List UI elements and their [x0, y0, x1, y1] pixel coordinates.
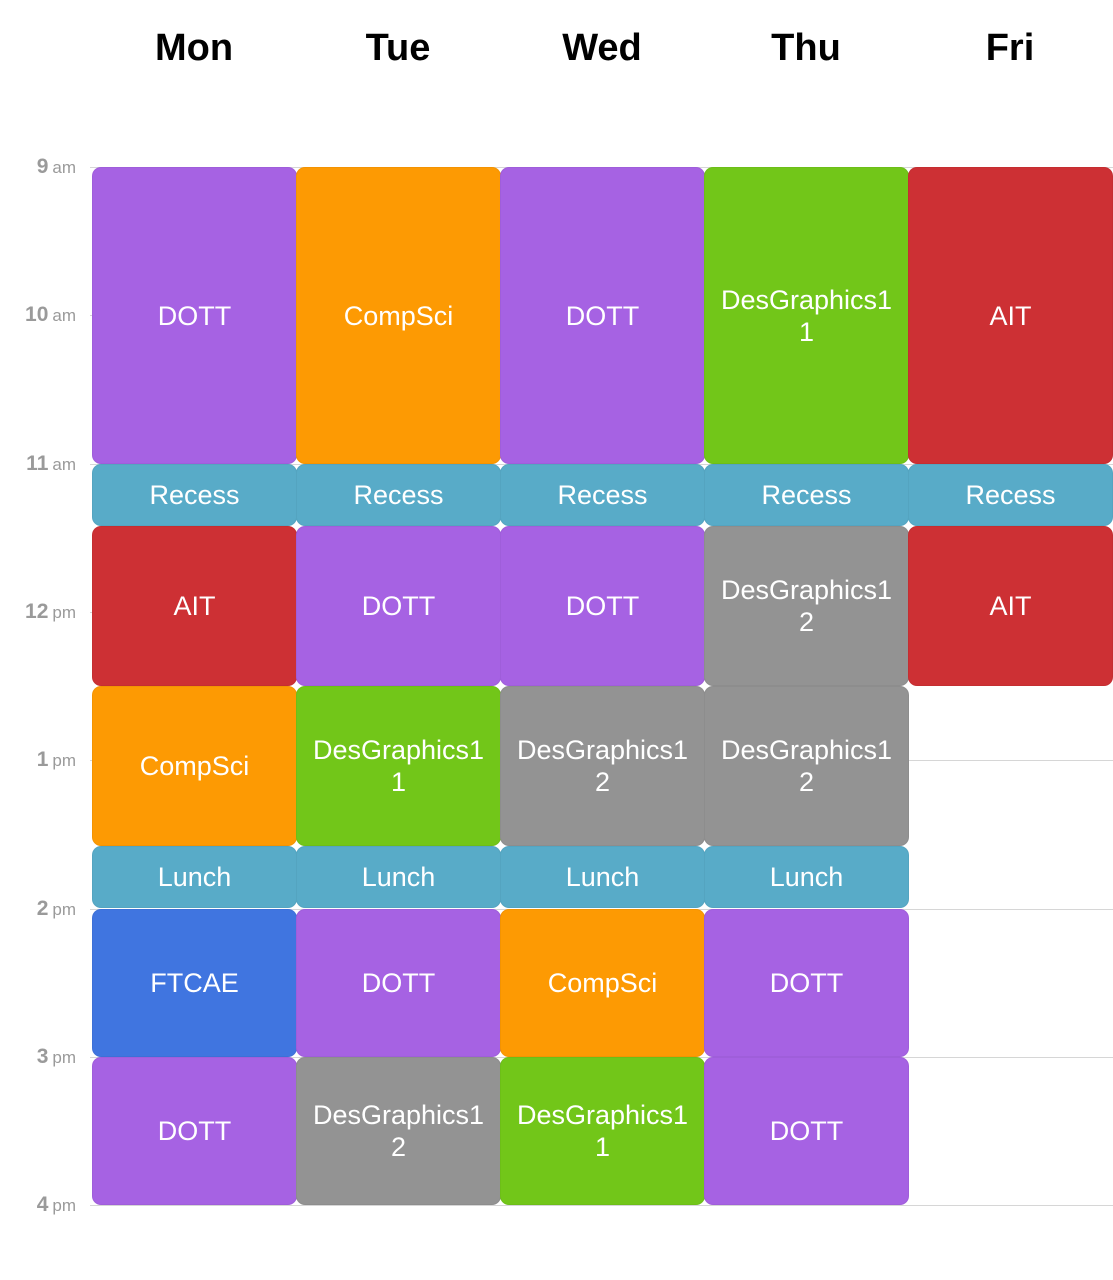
- event-recess[interactable]: Recess: [704, 464, 909, 526]
- event-label: AIT: [989, 300, 1032, 331]
- hour-ampm: am: [52, 306, 76, 325]
- event-label: Recess: [761, 480, 852, 510]
- event-label: Lunch: [769, 862, 844, 892]
- hour-number: 3: [36, 1045, 49, 1068]
- hour-label: 3 pm: [0, 1045, 76, 1070]
- hour-number: 9: [36, 155, 49, 178]
- day-header-wed: Wed: [562, 27, 642, 69]
- event-label: DOTT: [769, 968, 844, 998]
- hour-label: 1 pm: [0, 748, 76, 773]
- event-desgraphics1-1[interactable]: DesGraphics1 1: [296, 686, 501, 846]
- hour-ampm: pm: [52, 603, 76, 622]
- event-label: CompSci: [547, 968, 658, 998]
- event-label: Lunch: [565, 862, 640, 892]
- event-label: DesGraphics1 1: [312, 735, 485, 797]
- event-label: DesGraphics1 2: [516, 735, 689, 797]
- event-label: DOTT: [769, 1116, 844, 1146]
- hour-ampm: am: [52, 455, 76, 474]
- day-header-fri: Fri: [985, 27, 1035, 69]
- event-label: DOTT: [157, 1116, 232, 1146]
- event-desgraphics1-2[interactable]: DesGraphics1 2: [704, 526, 909, 686]
- event-desgraphics1-2[interactable]: DesGraphics1 2: [704, 686, 909, 846]
- event-recess[interactable]: Recess: [500, 464, 705, 526]
- event-dott[interactable]: DOTT: [92, 1057, 297, 1205]
- event-label: FTCAE: [150, 968, 239, 998]
- hour-number: 1: [36, 748, 49, 771]
- event-ait[interactable]: AIT: [92, 526, 297, 686]
- event-desgraphics1-2[interactable]: DesGraphics1 2: [500, 686, 705, 846]
- event-compsci[interactable]: CompSci: [296, 167, 501, 464]
- event-label: AIT: [173, 591, 216, 621]
- hour-gridline: [90, 1205, 1113, 1206]
- event-label: DesGraphics1 2: [720, 575, 893, 637]
- event-label: Lunch: [361, 862, 436, 892]
- hour-label: 11 am: [0, 452, 76, 477]
- event-lunch[interactable]: Lunch: [92, 846, 297, 908]
- event-dott[interactable]: DOTT: [500, 167, 705, 464]
- event-desgraphics1-2[interactable]: DesGraphics1 2: [296, 1057, 501, 1205]
- hour-ampm: pm: [52, 1196, 76, 1215]
- event-lunch[interactable]: Lunch: [704, 846, 909, 908]
- event-label: Recess: [149, 480, 240, 510]
- event-label: DesGraphics1 1: [720, 284, 893, 347]
- day-header-thu: Thu: [771, 27, 841, 69]
- event-label: Recess: [353, 480, 444, 510]
- event-desgraphics1-1[interactable]: DesGraphics1 1: [500, 1057, 705, 1205]
- event-dott[interactable]: DOTT: [296, 909, 501, 1057]
- event-dott[interactable]: DOTT: [500, 526, 705, 686]
- event-compsci[interactable]: CompSci: [92, 686, 297, 846]
- event-label: Recess: [965, 480, 1056, 510]
- event-label: DOTT: [157, 300, 232, 331]
- event-recess[interactable]: Recess: [908, 464, 1113, 526]
- hour-ampm: pm: [52, 900, 76, 919]
- event-recess[interactable]: Recess: [296, 464, 501, 526]
- hour-label: 4 pm: [0, 1193, 76, 1218]
- event-lunch[interactable]: Lunch: [296, 846, 501, 908]
- day-header-mon: Mon: [154, 27, 234, 69]
- hour-number: 12: [25, 600, 49, 623]
- event-label: DOTT: [565, 591, 640, 621]
- hour-number: 11: [26, 452, 49, 475]
- hour-ampm: am: [52, 158, 76, 177]
- event-desgraphics1-1[interactable]: DesGraphics1 1: [704, 167, 909, 464]
- hour-number: 10: [25, 303, 49, 326]
- event-label: DesGraphics1 1: [516, 1100, 689, 1162]
- event-label: DOTT: [361, 968, 436, 998]
- event-ftcae[interactable]: FTCAE: [92, 909, 297, 1057]
- event-lunch[interactable]: Lunch: [500, 846, 705, 908]
- hour-number: 4: [36, 1193, 49, 1216]
- hour-label: 10 am: [0, 303, 76, 328]
- hour-number: 2: [36, 897, 49, 920]
- event-ait[interactable]: AIT: [908, 167, 1113, 464]
- event-ait[interactable]: AIT: [908, 526, 1113, 686]
- event-recess[interactable]: Recess: [92, 464, 297, 526]
- hour-ampm: pm: [52, 1048, 76, 1067]
- day-header-tue: Tue: [365, 27, 431, 69]
- event-dott[interactable]: DOTT: [704, 909, 909, 1057]
- event-label: Lunch: [157, 862, 232, 892]
- event-label: DesGraphics1 2: [720, 735, 893, 797]
- hour-ampm: pm: [52, 751, 76, 770]
- event-label: AIT: [989, 591, 1032, 621]
- event-label: Recess: [557, 480, 648, 510]
- event-dott[interactable]: DOTT: [704, 1057, 909, 1205]
- event-dott[interactable]: DOTT: [92, 167, 297, 464]
- event-label: DesGraphics1 2: [312, 1100, 485, 1162]
- event-label: CompSci: [343, 300, 454, 331]
- hour-label: 2 pm: [0, 897, 76, 922]
- hour-label: 12 pm: [0, 600, 76, 625]
- hour-label: 9 am: [0, 155, 76, 180]
- event-compsci[interactable]: CompSci: [500, 909, 705, 1057]
- event-label: DOTT: [361, 591, 436, 621]
- event-label: DOTT: [565, 300, 640, 331]
- event-dott[interactable]: DOTT: [296, 526, 501, 686]
- event-label: CompSci: [139, 751, 250, 781]
